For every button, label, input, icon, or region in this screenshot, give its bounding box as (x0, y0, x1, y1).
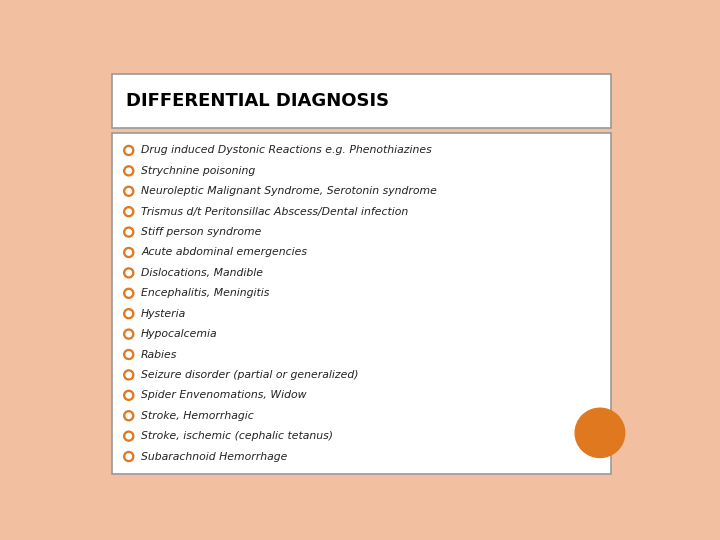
Circle shape (124, 329, 134, 339)
Text: Spider Envenomations, Widow: Spider Envenomations, Widow (141, 390, 307, 400)
Circle shape (124, 166, 134, 176)
Circle shape (124, 247, 134, 258)
Circle shape (124, 431, 134, 441)
Circle shape (124, 309, 134, 319)
Circle shape (124, 370, 134, 380)
Text: Seizure disorder (partial or generalized): Seizure disorder (partial or generalized… (141, 370, 359, 380)
Circle shape (126, 352, 132, 357)
Text: Rabies: Rabies (141, 349, 178, 360)
Circle shape (126, 148, 132, 153)
Circle shape (126, 291, 132, 296)
FancyBboxPatch shape (112, 132, 611, 475)
Circle shape (126, 454, 132, 459)
Text: DIFFERENTIAL DIAGNOSIS: DIFFERENTIAL DIAGNOSIS (126, 92, 389, 110)
Circle shape (126, 413, 132, 418)
Circle shape (575, 408, 625, 457)
Circle shape (126, 393, 132, 398)
Circle shape (124, 227, 134, 237)
Circle shape (126, 434, 132, 439)
Text: Strychnine poisoning: Strychnine poisoning (141, 166, 256, 176)
Circle shape (124, 268, 134, 278)
Circle shape (126, 209, 132, 214)
Circle shape (124, 207, 134, 217)
Text: Stroke, Hemorrhagic: Stroke, Hemorrhagic (141, 411, 254, 421)
Circle shape (124, 288, 134, 298)
Circle shape (124, 349, 134, 360)
Circle shape (124, 145, 134, 156)
Circle shape (124, 186, 134, 196)
FancyBboxPatch shape (112, 74, 611, 128)
Text: Stroke, ischemic (cephalic tetanus): Stroke, ischemic (cephalic tetanus) (141, 431, 333, 441)
Circle shape (126, 270, 132, 275)
Circle shape (124, 411, 134, 421)
Text: Trismus d/t Peritonsillac Abscess/Dental infection: Trismus d/t Peritonsillac Abscess/Dental… (141, 207, 408, 217)
Text: Dislocations, Mandible: Dislocations, Mandible (141, 268, 263, 278)
Circle shape (126, 332, 132, 337)
Circle shape (126, 311, 132, 316)
Circle shape (124, 451, 134, 462)
Circle shape (126, 168, 132, 173)
Text: Hysteria: Hysteria (141, 309, 186, 319)
Circle shape (126, 230, 132, 235)
Text: Hypocalcemia: Hypocalcemia (141, 329, 217, 339)
Circle shape (126, 250, 132, 255)
Circle shape (126, 188, 132, 194)
Text: Stiff person syndrome: Stiff person syndrome (141, 227, 261, 237)
Text: Acute abdominal emergencies: Acute abdominal emergencies (141, 247, 307, 258)
Circle shape (126, 372, 132, 377)
Circle shape (124, 390, 134, 400)
Text: Encephalitis, Meningitis: Encephalitis, Meningitis (141, 288, 269, 298)
Text: Subarachnoid Hemorrhage: Subarachnoid Hemorrhage (141, 451, 287, 462)
Text: Drug induced Dystonic Reactions e.g. Phenothiazines: Drug induced Dystonic Reactions e.g. Phe… (141, 145, 432, 156)
Text: Neuroleptic Malignant Syndrome, Serotonin syndrome: Neuroleptic Malignant Syndrome, Serotoni… (141, 186, 437, 196)
